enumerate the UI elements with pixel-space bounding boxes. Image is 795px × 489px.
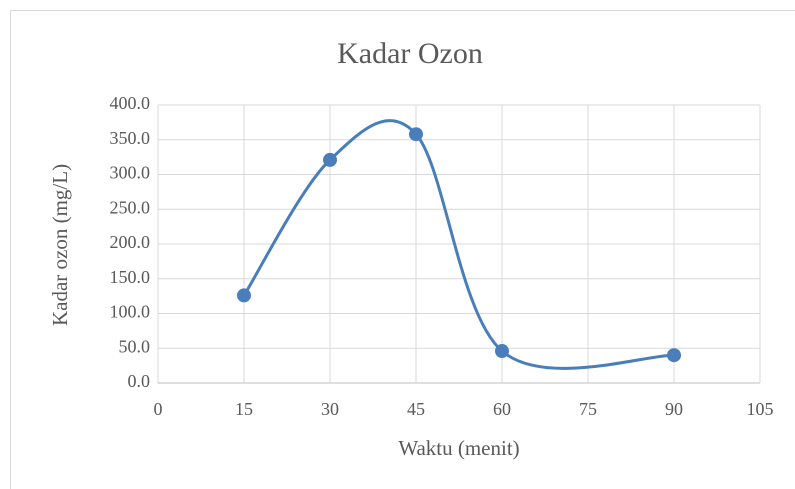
y-tick-label: 100.0 [110, 302, 151, 322]
x-tick-label: 60 [493, 399, 511, 419]
x-tick-label: 15 [235, 399, 253, 419]
chart-title: Kadar Ozon [337, 37, 483, 70]
y-tick-label: 200.0 [110, 232, 151, 252]
data-point [237, 288, 251, 303]
x-axis-label: Waktu (menit) [398, 436, 519, 460]
data-point [667, 348, 681, 363]
y-tick-label: 350.0 [110, 128, 151, 148]
y-axis-label: Kadar ozon (mg/L) [48, 164, 72, 326]
y-tick-label: 250.0 [110, 197, 151, 217]
series-line [242, 119, 675, 370]
x-tick-label: 0 [154, 399, 163, 419]
y-tick-label: 300.0 [110, 163, 151, 183]
data-point [495, 344, 509, 359]
x-tick-label: 75 [579, 399, 597, 419]
y-tick-label: 0.0 [128, 371, 151, 391]
x-tick-label: 105 [747, 399, 774, 419]
y-tick-label: 150.0 [110, 267, 151, 287]
x-tick-label: 45 [407, 399, 425, 419]
data-point [409, 127, 423, 142]
y-tick-label: 50.0 [119, 336, 151, 356]
x-tick-label: 90 [665, 399, 683, 419]
x-tick-label: 30 [321, 399, 339, 419]
chart-frame [10, 10, 795, 489]
data-point [323, 152, 337, 167]
y-tick-label: 400.0 [110, 93, 151, 113]
